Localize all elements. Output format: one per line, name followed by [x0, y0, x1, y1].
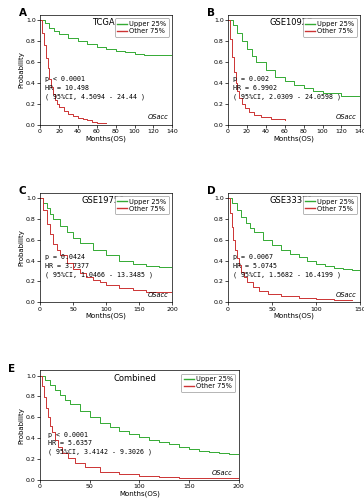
Text: D: D [207, 186, 215, 196]
Text: p < 0.0001
HR = 5.6357
( 95%CI, 3.4142 - 9.3026 ): p < 0.0001 HR = 5.6357 ( 95%CI, 3.4142 -… [48, 432, 152, 455]
Text: GSE10927: GSE10927 [270, 18, 313, 28]
X-axis label: Months(OS): Months(OS) [86, 135, 127, 141]
X-axis label: Months(OS): Months(OS) [274, 313, 314, 320]
X-axis label: Months(OS): Months(OS) [86, 313, 127, 320]
Text: p = 0.002
HR = 6.9902
( 95%CI, 2.0309 - 24.0598 ): p = 0.002 HR = 6.9902 ( 95%CI, 2.0309 - … [233, 76, 341, 100]
Text: OSacc: OSacc [336, 292, 356, 298]
Text: E: E [8, 364, 15, 374]
X-axis label: Months(OS): Months(OS) [274, 135, 314, 141]
Legend: Upper 25%, Other 75%: Upper 25%, Other 75% [115, 196, 169, 214]
Text: p = 0.0067
HR = 5.0745
( 95%CI, 1.5682 - 16.4199 ): p = 0.0067 HR = 5.0745 ( 95%CI, 1.5682 -… [233, 254, 341, 278]
Legend: Upper 25%, Other 75%: Upper 25%, Other 75% [181, 374, 235, 392]
Text: OSacc: OSacc [148, 114, 169, 120]
Legend: Upper 25%, Other 75%: Upper 25%, Other 75% [302, 18, 357, 36]
Text: GSE33371: GSE33371 [270, 196, 313, 205]
Text: B: B [207, 8, 215, 18]
Y-axis label: Probability: Probability [19, 52, 25, 88]
Text: p < 0.0001
HR = 10.498
( 95%CI, 4.5094 - 24.44 ): p < 0.0001 HR = 10.498 ( 95%CI, 4.5094 -… [46, 76, 145, 100]
Text: TCGA: TCGA [92, 18, 115, 28]
Legend: Upper 25%, Other 75%: Upper 25%, Other 75% [115, 18, 169, 36]
Text: OSacc: OSacc [148, 292, 169, 298]
Y-axis label: Probability: Probability [19, 406, 25, 444]
Y-axis label: Probability: Probability [19, 229, 25, 266]
Text: Combined: Combined [114, 374, 157, 382]
Text: A: A [19, 8, 27, 18]
Text: C: C [19, 186, 27, 196]
Text: GSE19750: GSE19750 [82, 196, 125, 205]
Text: OSacc: OSacc [212, 470, 233, 476]
Text: OSacc: OSacc [336, 114, 356, 120]
Legend: Upper 25%, Other 75%: Upper 25%, Other 75% [302, 196, 357, 214]
X-axis label: Months(OS): Months(OS) [119, 490, 160, 497]
Text: p = 0.0424
HR = 3.7377
( 95%CI, 1.0466 - 13.3485 ): p = 0.0424 HR = 3.7377 ( 95%CI, 1.0466 -… [46, 254, 153, 278]
